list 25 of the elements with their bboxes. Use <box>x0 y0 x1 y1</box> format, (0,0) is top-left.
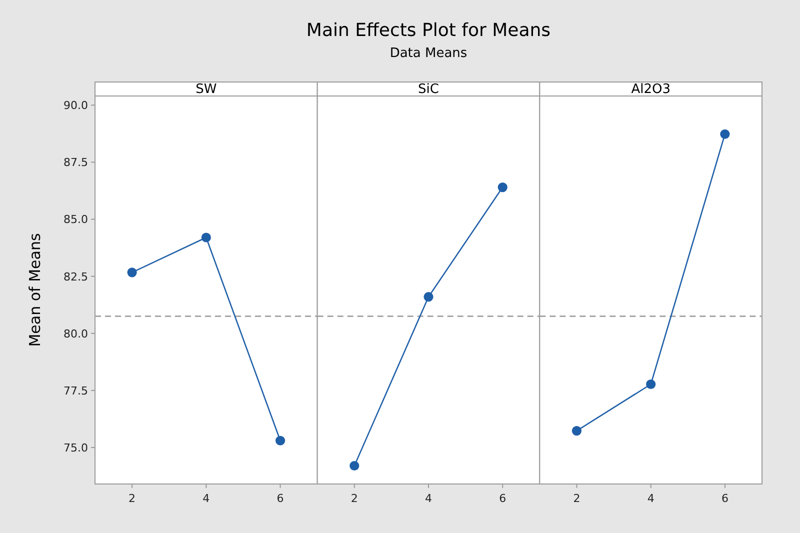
chart-subtitle: Data Means <box>390 46 468 61</box>
point <box>275 436 286 446</box>
x-tick-label: 6 <box>721 492 728 505</box>
y-tick-label: 85.0 <box>64 213 88 226</box>
x-tick-label: 2 <box>128 492 136 505</box>
x-tick-label: 4 <box>425 492 432 505</box>
x-tick-label: 6 <box>499 492 506 505</box>
text: SiC <box>418 82 439 97</box>
y-tick-label: 87.5 <box>64 156 88 170</box>
x-tick-label: 2 <box>573 492 580 505</box>
y-tick-label: 80.0 <box>64 327 88 340</box>
text: SW <box>196 82 217 97</box>
y-tick-label: 82.5 <box>64 270 88 284</box>
y-tick-label: 77.5 <box>64 384 88 398</box>
point <box>201 232 211 242</box>
y-axis-title: Mean of Means <box>26 233 44 347</box>
text: Al2O3 <box>631 82 670 97</box>
x-tick-label: 4 <box>202 492 210 505</box>
x-tick-label: 4 <box>647 492 654 505</box>
y-tick-label: 90.0 <box>64 99 88 112</box>
x-tick-label: 2 <box>350 492 358 505</box>
y-tick-label: 75.0 <box>64 441 88 454</box>
chart-title: Main Effects Plot for Means <box>306 20 551 41</box>
point <box>127 268 137 278</box>
x-tick-label: 6 <box>276 492 284 505</box>
